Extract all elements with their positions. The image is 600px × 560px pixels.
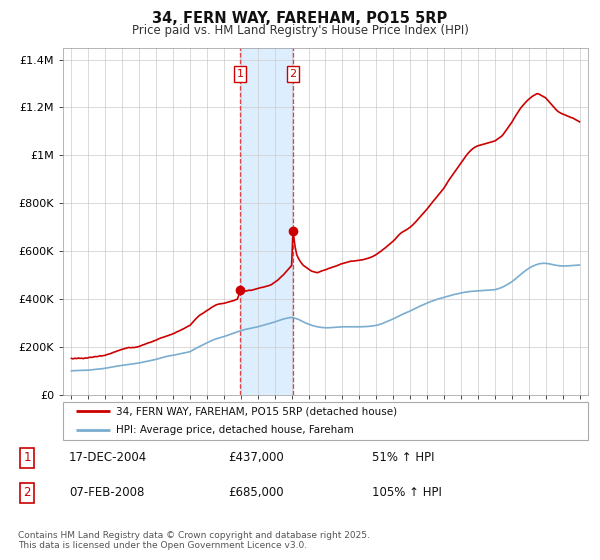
Text: 51% ↑ HPI: 51% ↑ HPI [372,451,434,464]
Text: 1: 1 [23,451,31,464]
Text: 17-DEC-2004: 17-DEC-2004 [69,451,147,464]
Text: 105% ↑ HPI: 105% ↑ HPI [372,486,442,500]
Text: Price paid vs. HM Land Registry's House Price Index (HPI): Price paid vs. HM Land Registry's House … [131,24,469,36]
Text: 2: 2 [23,486,31,500]
Text: Contains HM Land Registry data © Crown copyright and database right 2025.
This d: Contains HM Land Registry data © Crown c… [18,530,370,550]
Text: £437,000: £437,000 [228,451,284,464]
Text: 34, FERN WAY, FAREHAM, PO15 5RP (detached house): 34, FERN WAY, FAREHAM, PO15 5RP (detache… [115,406,397,416]
Text: £685,000: £685,000 [228,486,284,500]
Text: HPI: Average price, detached house, Fareham: HPI: Average price, detached house, Fare… [115,425,353,435]
Text: 2: 2 [289,69,296,79]
FancyBboxPatch shape [63,402,588,440]
Text: 1: 1 [236,69,244,79]
Text: 34, FERN WAY, FAREHAM, PO15 5RP: 34, FERN WAY, FAREHAM, PO15 5RP [152,11,448,26]
Text: 07-FEB-2008: 07-FEB-2008 [69,486,145,500]
Bar [240,48,293,395]
